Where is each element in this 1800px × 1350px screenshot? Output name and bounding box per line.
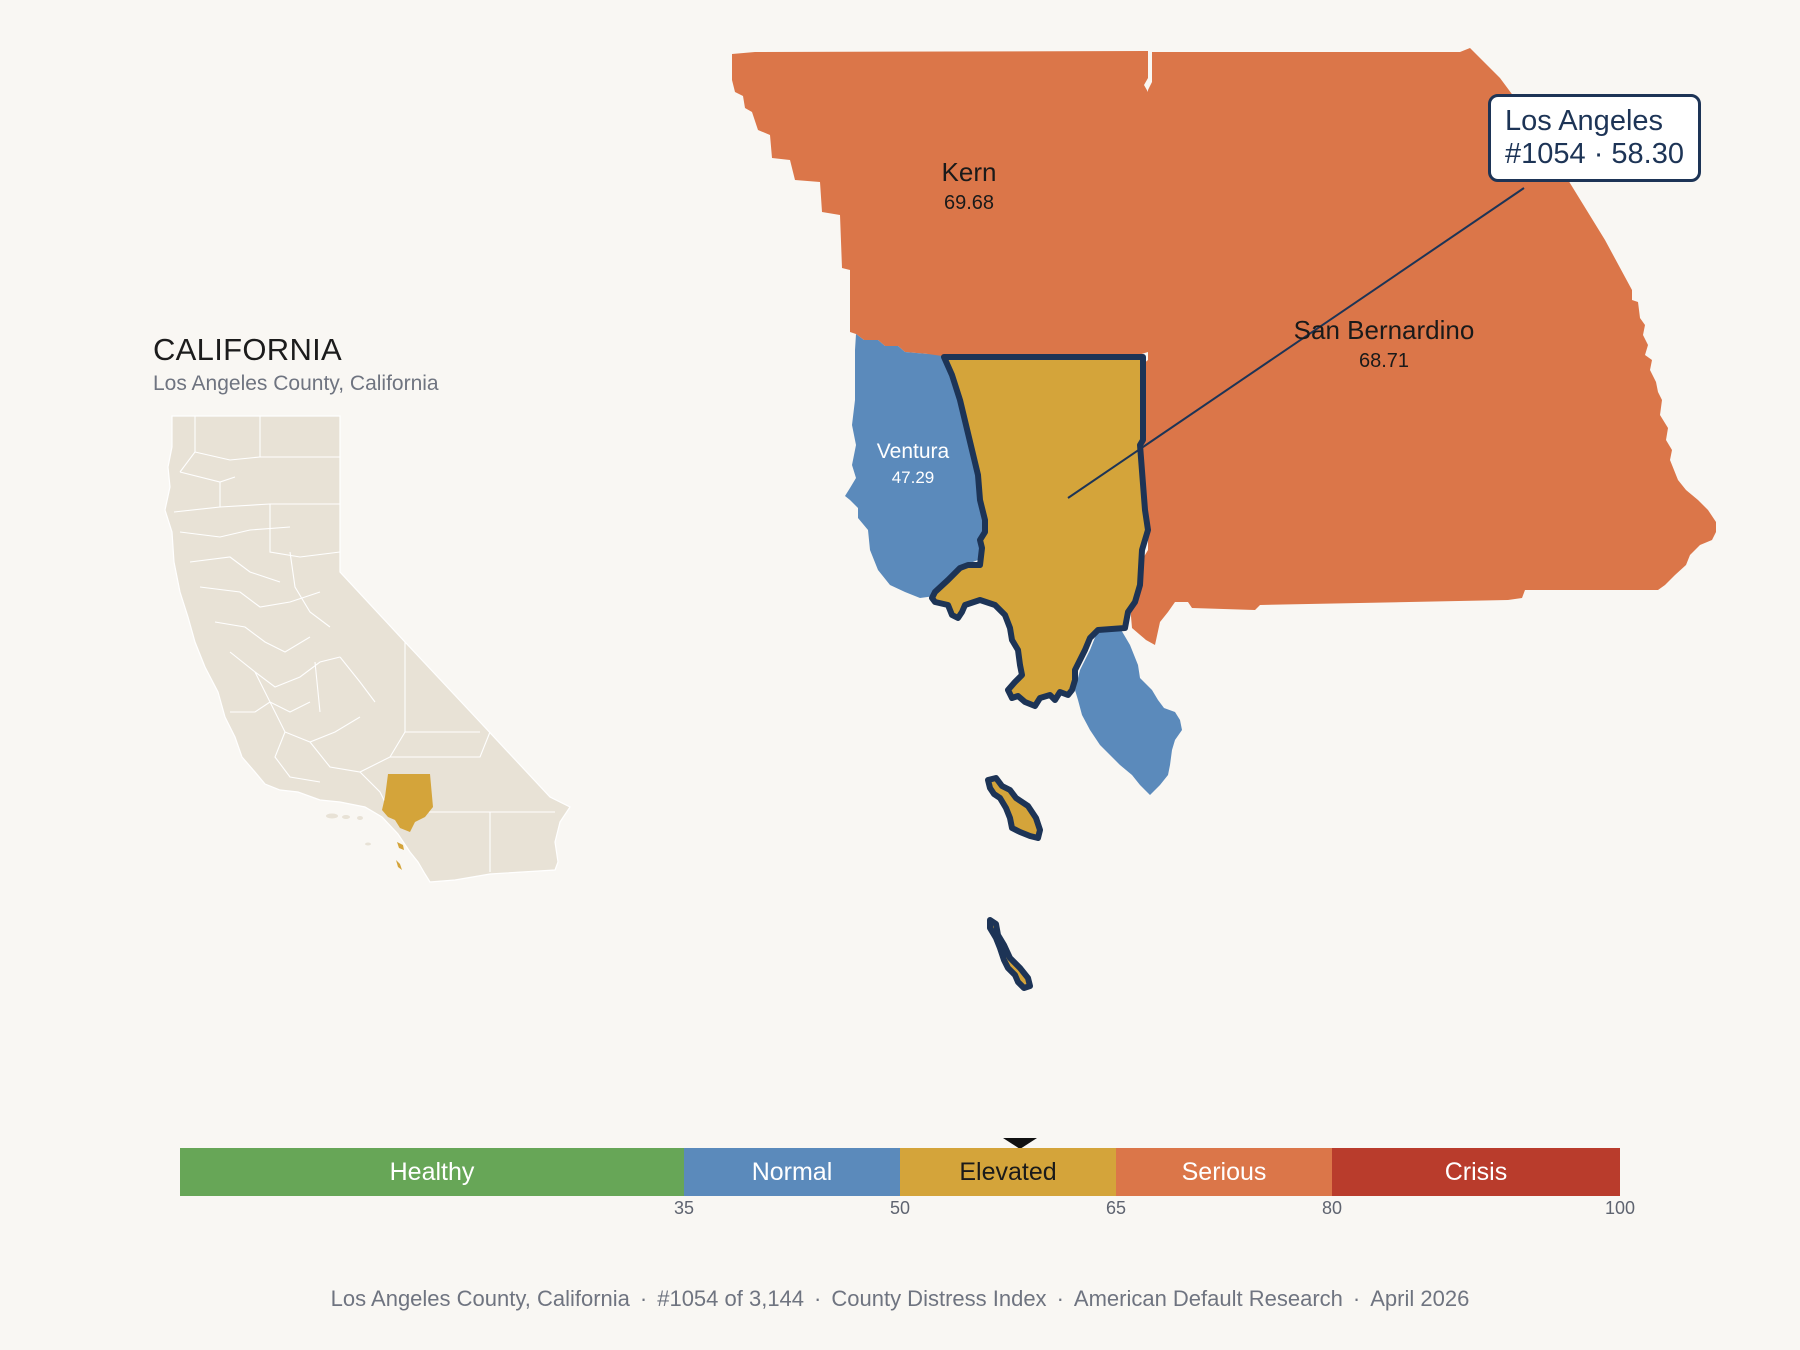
footer-index-name: County Distress Index xyxy=(831,1286,1047,1311)
callout-rank-score: #1054 · 58.30 xyxy=(1505,138,1684,170)
highlight-callout: Los Angeles #1054 · 58.30 xyxy=(1488,94,1701,182)
footer-source: American Default Research xyxy=(1073,1286,1343,1311)
county-name-san-bernardino: San Bernardino xyxy=(1293,315,1475,345)
callout-leader-line xyxy=(1067,187,1525,499)
california-inset-map xyxy=(164,415,571,883)
legend-tick-100: 100 xyxy=(1604,1198,1636,1218)
legend-tick-35: 35 xyxy=(673,1198,695,1218)
legend-segment-healthy: Healthy xyxy=(180,1148,684,1196)
footer-separator: · xyxy=(639,1286,648,1311)
county-ventura[interactable] xyxy=(845,334,988,598)
inset-los-angeles xyxy=(382,774,433,832)
legend-segment-normal: Normal xyxy=(684,1148,900,1196)
county-orange[interactable] xyxy=(1075,628,1182,795)
county-label-kern: Kern 69.68 xyxy=(942,157,997,215)
legend-tick-65: 65 xyxy=(1105,1198,1127,1218)
footer: Los Angeles County, California · #1054 of … xyxy=(0,1286,1800,1312)
county-kern[interactable] xyxy=(732,51,1148,360)
legend-segment-crisis: Crisis xyxy=(1332,1148,1620,1196)
callout-county-name: Los Angeles xyxy=(1505,105,1664,137)
footer-separator: · xyxy=(1352,1286,1361,1311)
county-name-kern: Kern xyxy=(941,157,997,187)
inset-title: CALIFORNIA xyxy=(153,332,343,367)
county-los-angeles-catalina[interactable] xyxy=(985,775,1043,841)
county-name-ventura: Ventura xyxy=(876,440,950,463)
footer-date: April 2026 xyxy=(1370,1286,1470,1311)
legend-segment-serious: Serious xyxy=(1116,1148,1332,1196)
footer-county: Los Angeles County, California xyxy=(330,1286,630,1311)
inset-islands xyxy=(326,813,371,846)
county-value-san-bernardino: 68.71 xyxy=(1358,350,1410,372)
legend-segment-elevated: Elevated xyxy=(900,1148,1116,1196)
legend-tick-80: 80 xyxy=(1321,1198,1343,1218)
legend-tick-50: 50 xyxy=(889,1198,911,1218)
california-outline xyxy=(164,415,571,883)
footer-separator: · xyxy=(1056,1286,1064,1311)
inset-subtitle: Los Angeles County, California xyxy=(153,372,439,395)
county-label-san-bernardino: San Bernardino 68.71 xyxy=(1294,315,1475,373)
inset-los-angeles-island-2 xyxy=(396,860,402,870)
county-value-kern: 69.68 xyxy=(943,192,995,214)
footer-separator: · xyxy=(814,1286,822,1311)
county-label-ventura: Ventura 47.29 xyxy=(877,440,949,488)
county-value-ventura: 47.29 xyxy=(891,468,935,487)
county-los-angeles-san-clemente[interactable] xyxy=(987,917,1033,991)
legend-bar: Healthy Normal Elevated Serious Crisis xyxy=(180,1148,1620,1196)
inset-los-angeles-island xyxy=(397,842,404,850)
score-marker xyxy=(1002,1138,1037,1149)
county-san-bernardino[interactable] xyxy=(1130,48,1716,645)
footer-rank: #1054 of 3,144 xyxy=(657,1286,805,1311)
county-los-angeles[interactable] xyxy=(929,354,1151,709)
inset-county-borders xyxy=(173,416,555,872)
